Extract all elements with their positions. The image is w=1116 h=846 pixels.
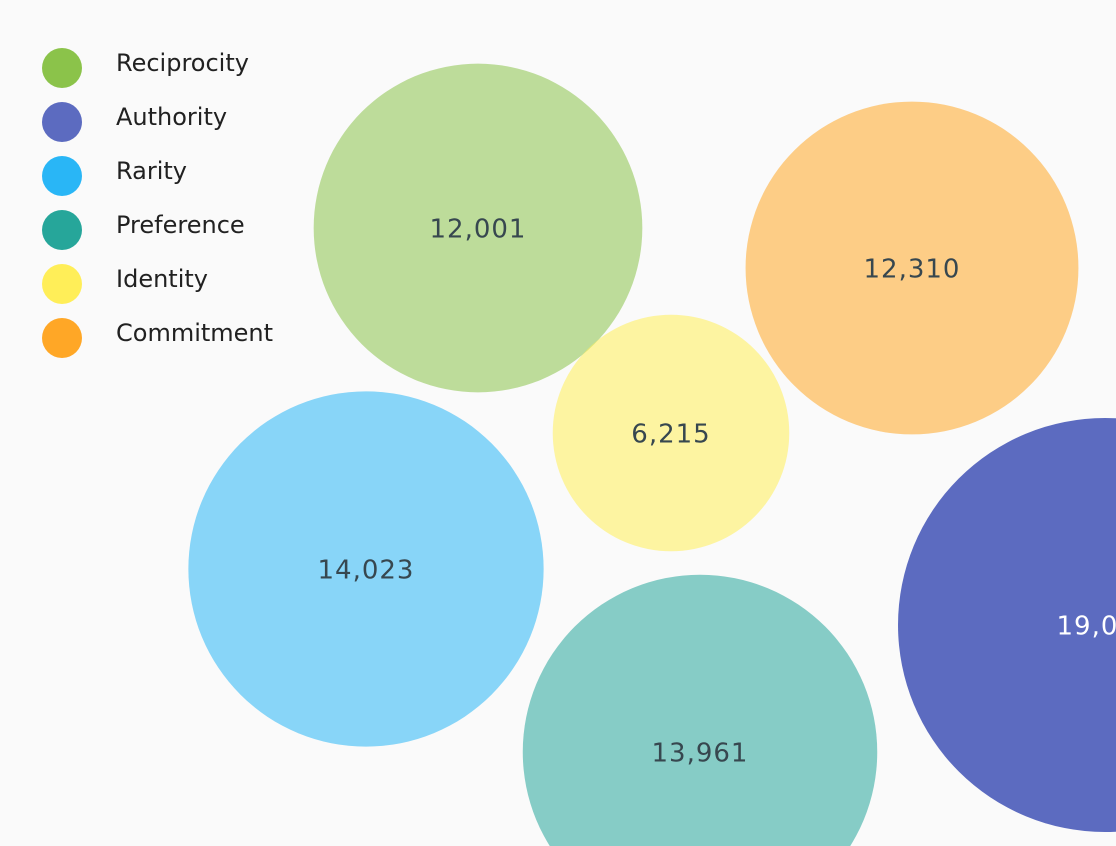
legend-swatch — [42, 318, 82, 358]
value-label: 13,961 — [652, 739, 749, 769]
legend-swatch — [42, 210, 82, 250]
value-label: 19,042 — [1057, 612, 1116, 642]
bubble — [188, 391, 544, 747]
value-label: 12,001 — [430, 215, 527, 245]
legend-swatch — [42, 48, 82, 88]
value-label: 12,310 — [864, 255, 961, 285]
value-label: 14,023 — [318, 556, 415, 586]
legend-label: Commitment — [116, 319, 273, 347]
bubble — [522, 574, 878, 846]
bubble — [898, 418, 1116, 832]
legend-label: Rarity — [116, 157, 187, 185]
legend-label: Identity — [116, 265, 208, 293]
bubble — [745, 101, 1079, 435]
bubbles: 12,001 19,042 14,023 13,961 6,215 12,310 — [188, 63, 1116, 846]
bubble — [552, 314, 790, 552]
legend-label: Preference — [116, 211, 245, 239]
legend-swatch — [42, 102, 82, 142]
legend: Reciprocity Authority Rarity Preference Iden… — [42, 48, 273, 358]
value-label: 6,215 — [631, 420, 710, 450]
bubble — [313, 63, 643, 393]
legend-label: Reciprocity — [116, 49, 249, 77]
legend-swatch — [42, 264, 82, 304]
legend-swatch — [42, 156, 82, 196]
legend-label: Authority — [116, 103, 227, 131]
